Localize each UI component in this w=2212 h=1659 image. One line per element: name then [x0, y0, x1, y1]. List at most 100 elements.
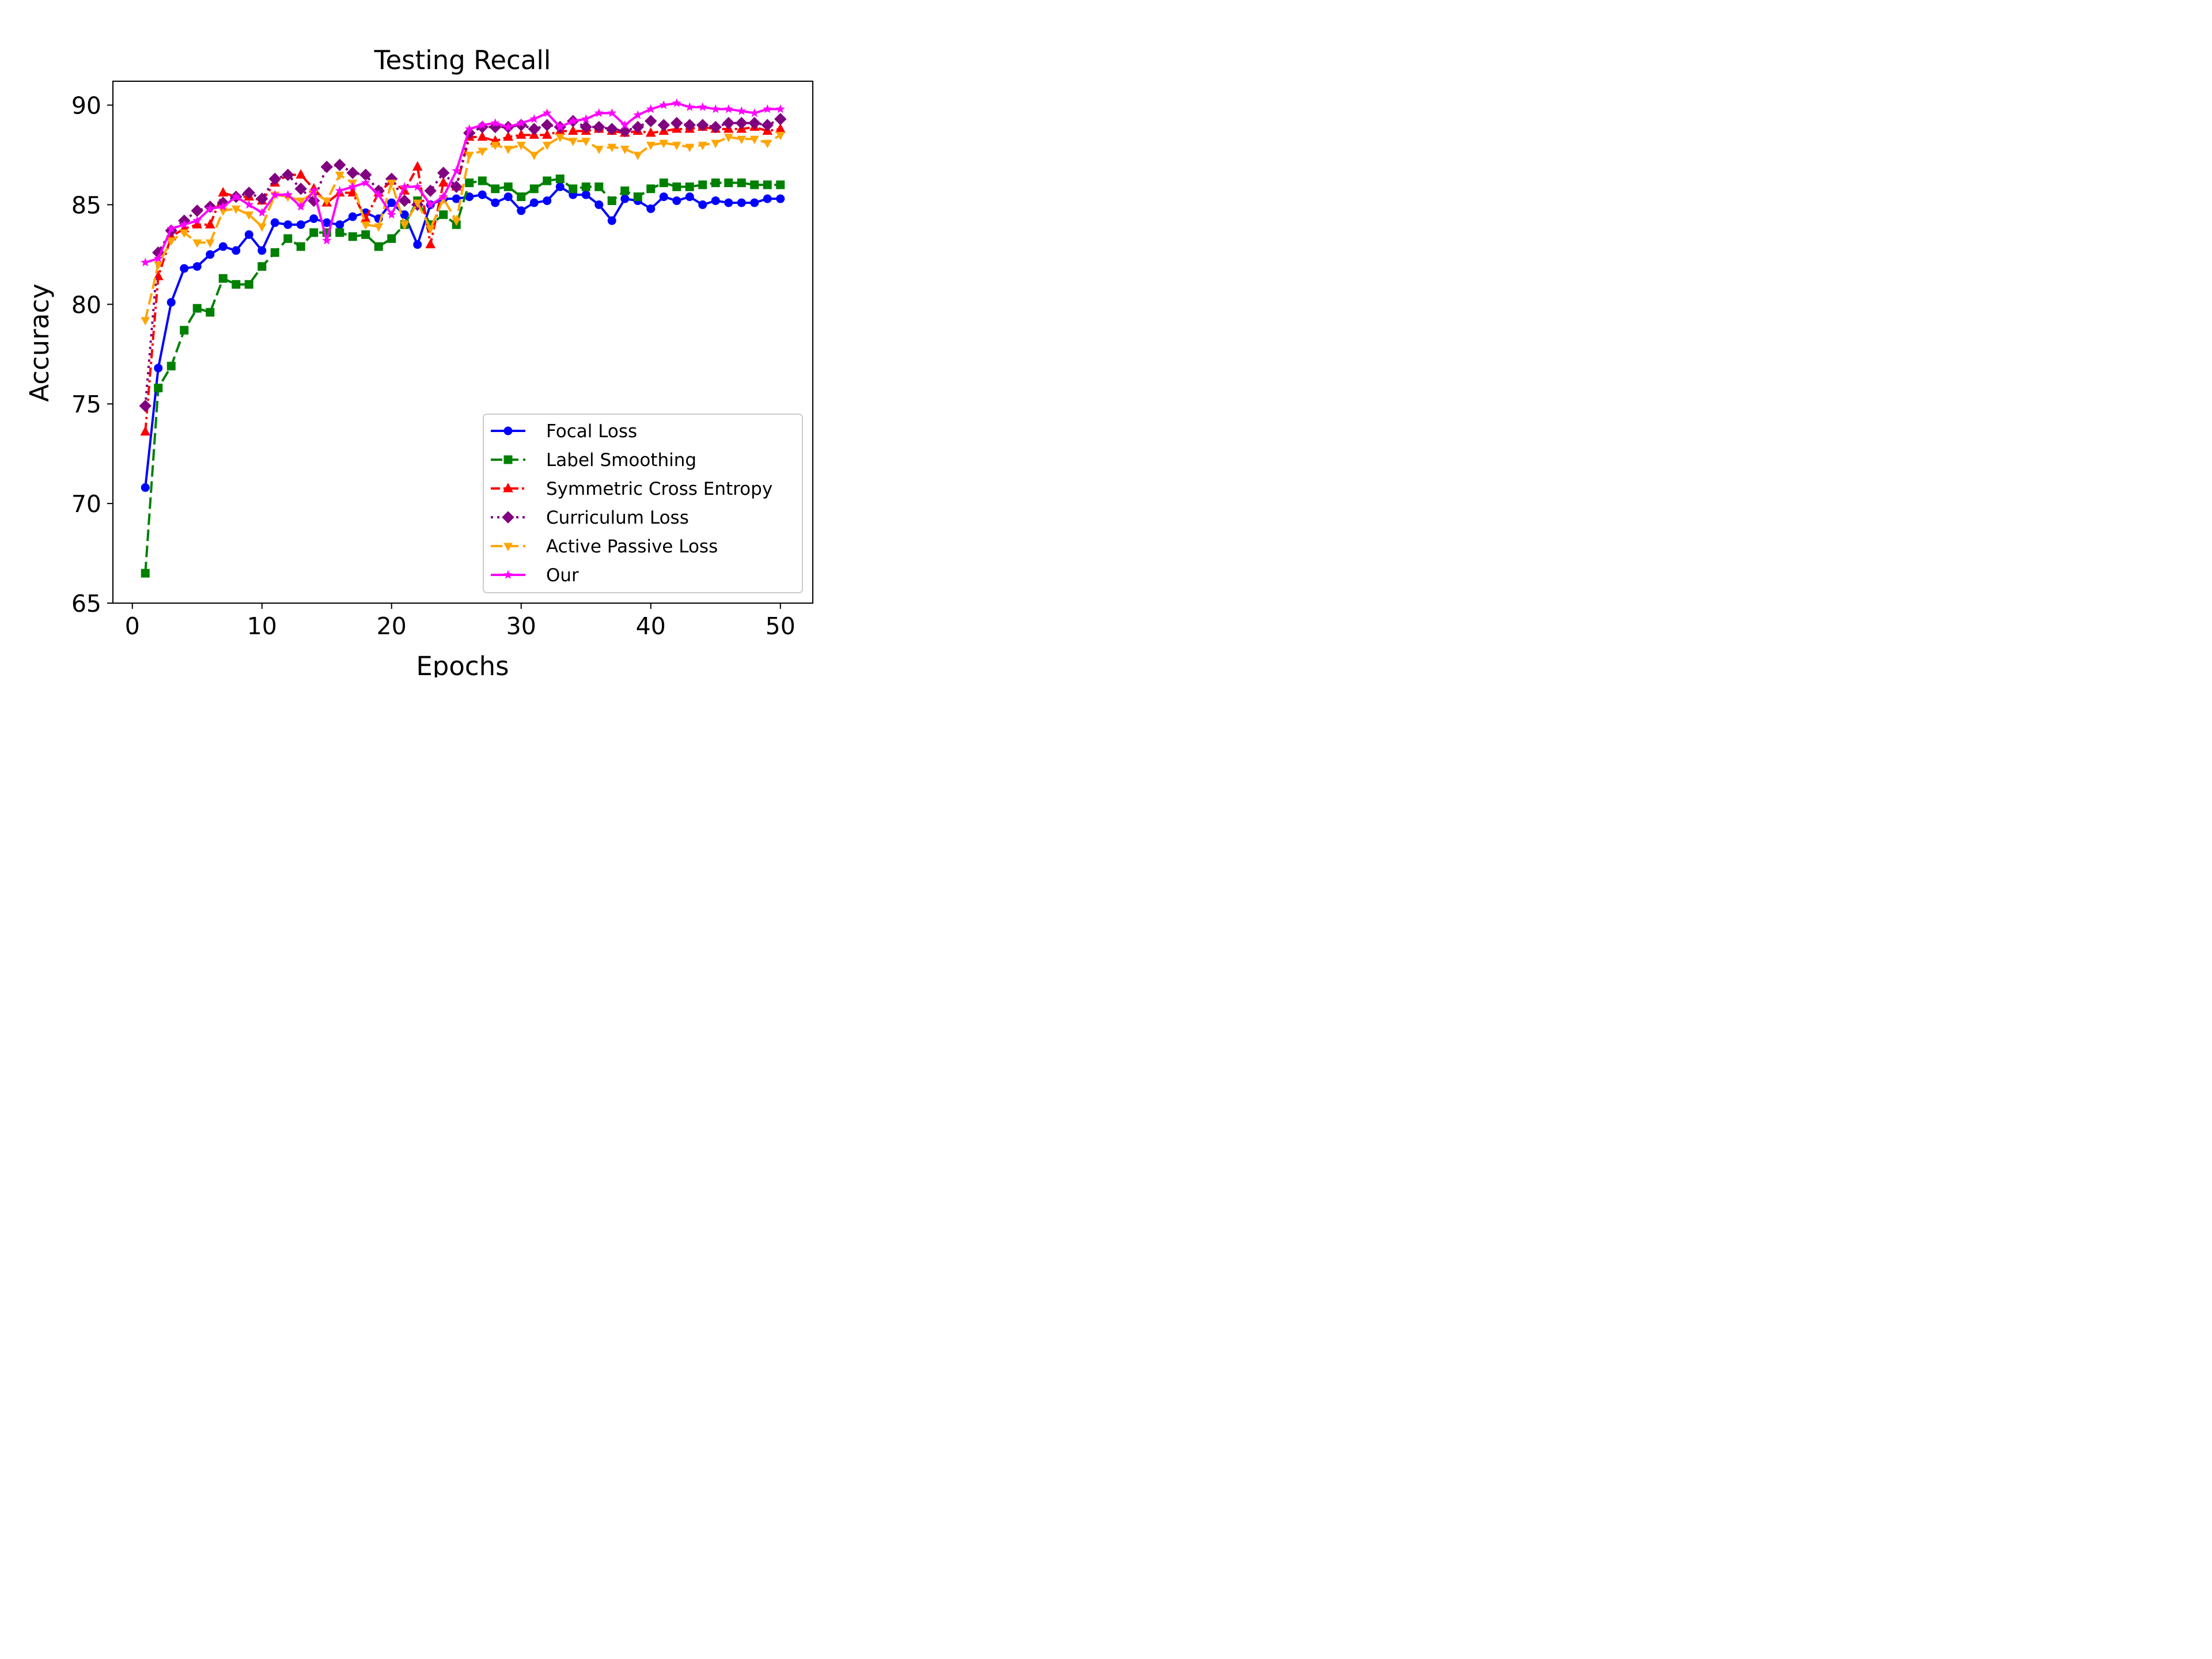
data-point	[141, 317, 150, 326]
y-tick-label: 65	[71, 590, 101, 618]
data-point	[698, 102, 707, 111]
x-tick-label: 30	[506, 612, 536, 640]
data-point	[192, 262, 202, 271]
data-point	[581, 138, 591, 146]
data-point	[672, 182, 681, 191]
data-point	[685, 192, 694, 202]
data-point	[192, 215, 202, 225]
data-point	[737, 178, 746, 187]
data-point	[568, 138, 578, 146]
data-point	[400, 210, 409, 219]
data-point	[568, 116, 578, 125]
data-point	[425, 238, 436, 249]
data-point	[218, 242, 228, 251]
y-tick-label: 85	[71, 191, 101, 219]
data-point	[283, 190, 293, 199]
data-point	[503, 182, 513, 191]
data-point	[204, 218, 215, 229]
data-point	[735, 116, 748, 130]
legend-label: Curriculum Loss	[546, 507, 689, 528]
data-point	[503, 146, 513, 154]
chart-title: Testing Recall	[374, 45, 551, 75]
series-our	[141, 98, 785, 267]
data-point	[477, 131, 488, 141]
data-point	[748, 116, 761, 130]
legend-item: Symmetric Cross Entropy	[491, 479, 772, 499]
data-point	[579, 120, 592, 134]
legend-item: Focal Loss	[491, 421, 637, 442]
data-point	[672, 142, 681, 150]
data-point	[478, 190, 487, 199]
data-point	[296, 202, 306, 211]
data-point	[231, 205, 241, 214]
data-point	[309, 185, 319, 195]
data-point	[412, 181, 422, 191]
data-point	[711, 178, 720, 187]
axis-ticks: 0 10 20 30 40 50 65 70 75 80 85 90	[71, 92, 796, 640]
data-point	[374, 242, 383, 251]
data-point	[387, 234, 396, 243]
data-point	[776, 180, 785, 190]
data-point	[529, 198, 539, 207]
data-point	[594, 200, 604, 209]
data-point	[724, 178, 733, 187]
legend-item: Our	[491, 565, 579, 586]
data-point	[774, 112, 787, 126]
data-point	[581, 114, 591, 123]
data-point	[685, 102, 695, 111]
data-point	[594, 108, 604, 118]
data-point	[672, 196, 681, 205]
data-point	[334, 158, 346, 171]
data-point	[542, 108, 552, 118]
y-axis-label: Accuracy	[24, 283, 55, 402]
data-point	[218, 274, 228, 283]
data-point	[555, 182, 565, 191]
data-point	[270, 248, 279, 257]
y-tick-label: 90	[71, 92, 101, 119]
data-point	[737, 135, 747, 145]
data-point	[141, 569, 150, 578]
data-point	[257, 223, 267, 232]
data-point	[581, 182, 590, 191]
data-point	[645, 127, 656, 137]
data-point	[296, 242, 305, 251]
data-point	[633, 151, 643, 161]
data-point	[450, 180, 463, 193]
data-point	[620, 186, 630, 195]
data-point	[398, 194, 411, 207]
data-point	[763, 139, 772, 149]
data-point	[387, 198, 396, 207]
data-point	[607, 196, 616, 205]
data-point	[153, 253, 163, 263]
data-point	[724, 104, 733, 113]
series-lines	[139, 98, 787, 578]
data-point	[529, 151, 539, 161]
data-point	[503, 122, 513, 131]
data-point	[282, 168, 294, 181]
data-point	[309, 214, 319, 224]
data-point	[374, 223, 384, 232]
y-tick-label: 70	[71, 490, 101, 518]
data-point	[322, 236, 332, 245]
data-point	[709, 120, 722, 134]
data-point	[645, 115, 657, 127]
data-point	[192, 304, 202, 313]
legend-box	[483, 414, 803, 593]
data-point	[750, 198, 759, 207]
data-point	[243, 186, 255, 199]
legend-label: Active Passive Loss	[546, 536, 718, 557]
legend-label: Focal Loss	[546, 421, 637, 442]
data-point	[516, 142, 526, 150]
data-point	[283, 234, 293, 243]
data-point	[698, 180, 707, 190]
data-point	[633, 192, 642, 202]
data-point	[154, 384, 163, 393]
data-point	[426, 200, 435, 209]
data-point	[503, 192, 513, 202]
data-point	[206, 250, 215, 259]
data-point	[646, 104, 656, 113]
data-point	[439, 210, 448, 219]
data-point	[620, 120, 630, 129]
data-point	[464, 151, 474, 161]
data-point	[529, 184, 539, 194]
